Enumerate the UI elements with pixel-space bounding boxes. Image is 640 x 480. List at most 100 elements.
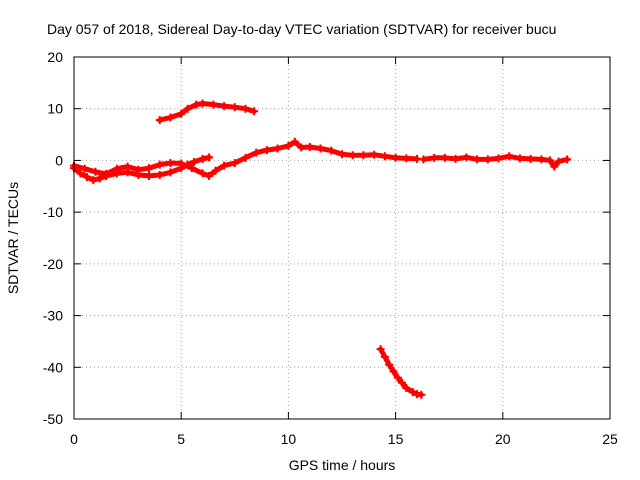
data-point xyxy=(91,167,100,176)
y-tick-label: 0 xyxy=(55,152,63,168)
data-point xyxy=(408,388,417,397)
data-point xyxy=(220,161,229,170)
data-point xyxy=(402,383,411,392)
plot-frame xyxy=(73,56,611,420)
data-point xyxy=(192,100,201,109)
data-point xyxy=(82,172,91,181)
x-tick-label: 0 xyxy=(70,431,78,447)
data-point xyxy=(80,164,89,173)
data-point xyxy=(370,150,379,159)
data-point xyxy=(155,170,164,179)
series-line xyxy=(378,346,424,398)
data-point xyxy=(155,116,164,125)
data-point xyxy=(359,151,368,160)
axis-ticks: 0 5 10 15 20 25 20 10 0 -10 -20 -30 -40 -50 xyxy=(43,49,618,447)
data-point xyxy=(241,104,250,113)
y-tick-label: 20 xyxy=(47,49,63,65)
data-point xyxy=(205,153,214,162)
data-point xyxy=(494,154,503,163)
series-line xyxy=(421,153,570,170)
x-axis-title: GPS time / hours xyxy=(289,457,396,473)
y-tick-label: -20 xyxy=(43,256,63,272)
data-point xyxy=(166,168,175,177)
y-tick-label: 10 xyxy=(47,101,63,117)
data-point xyxy=(284,141,293,150)
data-point xyxy=(462,153,471,162)
data-point xyxy=(505,152,514,161)
data-point xyxy=(338,150,346,159)
data-point xyxy=(380,152,389,161)
data-point xyxy=(451,154,460,163)
data-point xyxy=(187,164,196,173)
data-point xyxy=(198,169,207,178)
data-point xyxy=(102,169,111,178)
x-tick-label: 20 xyxy=(495,431,511,447)
data-point xyxy=(402,154,411,163)
data-point xyxy=(550,162,559,171)
series-arc-2 xyxy=(70,137,422,180)
data-point xyxy=(89,176,98,185)
data-point xyxy=(250,107,259,116)
data-point xyxy=(198,154,207,163)
chart-title: Day 057 of 2018, Sidereal Day-to-day VTE… xyxy=(47,21,556,37)
data-point xyxy=(545,156,554,165)
data-point xyxy=(537,155,546,164)
data-point xyxy=(417,390,426,399)
data-point xyxy=(389,367,398,376)
data-point xyxy=(252,148,261,157)
data-point xyxy=(183,104,192,113)
data-point xyxy=(177,109,186,118)
y-tick-label: -40 xyxy=(43,359,63,375)
data-point xyxy=(563,155,572,164)
data-point xyxy=(483,155,492,164)
grid-lines xyxy=(74,57,610,419)
data-point xyxy=(473,155,482,164)
data-point xyxy=(112,164,121,173)
data-point xyxy=(430,153,439,162)
data-point xyxy=(419,155,428,164)
data-point xyxy=(391,153,400,162)
data-point xyxy=(220,102,229,111)
y-tick-label: -10 xyxy=(43,204,63,220)
data-point xyxy=(515,154,524,163)
x-tick-label: 10 xyxy=(281,431,297,447)
data-point xyxy=(211,166,220,175)
data-point xyxy=(230,159,239,168)
data-point xyxy=(290,137,299,146)
data-point xyxy=(123,162,132,171)
data-point xyxy=(145,164,154,173)
data-point xyxy=(376,345,385,354)
data-point xyxy=(166,159,175,168)
data-point xyxy=(177,159,186,168)
data-point xyxy=(297,143,306,152)
data-point xyxy=(230,103,239,112)
data-point xyxy=(166,113,175,122)
data-point xyxy=(554,157,563,166)
data-point xyxy=(209,100,218,109)
data-point xyxy=(305,142,314,151)
data-point xyxy=(380,352,389,361)
data-point xyxy=(385,360,394,369)
data-point xyxy=(526,154,535,163)
data-point xyxy=(262,146,271,155)
data-series xyxy=(70,99,572,399)
data-point xyxy=(134,165,143,174)
data-point xyxy=(393,373,402,382)
x-tick-label: 15 xyxy=(388,431,404,447)
data-point xyxy=(273,144,282,153)
x-tick-label: 5 xyxy=(177,431,185,447)
data-point xyxy=(440,153,449,162)
data-point xyxy=(190,157,199,166)
series-arc-3 xyxy=(155,99,259,125)
data-point xyxy=(327,146,336,155)
data-point xyxy=(398,378,407,387)
y-tick-label: -30 xyxy=(43,308,63,324)
x-tick-label: 25 xyxy=(602,431,618,447)
data-point xyxy=(316,144,325,153)
data-point xyxy=(95,174,104,183)
y-tick-label: -50 xyxy=(43,411,63,427)
data-point xyxy=(76,169,85,178)
series-arc-5 xyxy=(376,345,426,399)
data-point xyxy=(205,171,214,180)
